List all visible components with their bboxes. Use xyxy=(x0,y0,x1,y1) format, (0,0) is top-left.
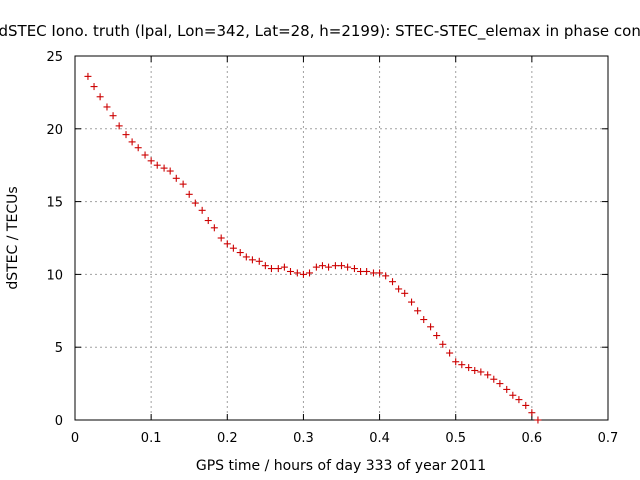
plot-area xyxy=(74,55,609,421)
data-point xyxy=(122,131,130,139)
data-point xyxy=(153,161,161,169)
data-point xyxy=(401,289,409,297)
data-point xyxy=(369,269,377,277)
data-point xyxy=(389,278,397,286)
y-tick-label: 0 xyxy=(55,414,63,429)
x-tick-label: 0.7 xyxy=(598,431,619,446)
data-point xyxy=(306,269,314,277)
data-point xyxy=(84,72,92,80)
data-point xyxy=(286,267,294,275)
data-point xyxy=(204,217,212,225)
data-point xyxy=(236,249,244,257)
data-point xyxy=(503,385,511,393)
data-point xyxy=(376,269,384,277)
data-point xyxy=(185,190,193,198)
data-point xyxy=(198,206,206,214)
x-axis-label: GPS time / hours of day 333 of year 2011 xyxy=(196,458,486,474)
data-point xyxy=(408,298,416,306)
data-point xyxy=(191,199,199,207)
y-tick-label: 5 xyxy=(55,341,63,356)
data-point xyxy=(109,112,117,120)
data-point xyxy=(344,263,352,271)
x-tick-label: 0.5 xyxy=(445,431,466,446)
data-point xyxy=(90,83,98,91)
data-point xyxy=(103,103,111,111)
data-point xyxy=(350,265,358,273)
x-tick-label: 0.6 xyxy=(522,431,543,446)
data-point xyxy=(160,164,168,172)
data-point xyxy=(96,93,104,101)
data-point xyxy=(312,263,320,271)
data-point xyxy=(458,361,466,369)
data-point xyxy=(280,263,288,271)
data-point xyxy=(229,244,237,252)
data-point xyxy=(172,174,180,182)
data-point xyxy=(128,138,136,146)
data-point xyxy=(217,234,225,242)
y-tick-label: 20 xyxy=(46,123,63,138)
data-point xyxy=(465,364,473,372)
data-point xyxy=(325,263,333,271)
y-tick-label: 25 xyxy=(46,50,63,65)
data-point xyxy=(261,262,269,270)
data-point xyxy=(471,366,479,374)
data-point xyxy=(255,257,263,265)
data-point xyxy=(382,272,390,280)
data-point xyxy=(477,368,485,376)
x-tick-label: 0 xyxy=(71,431,79,446)
data-point xyxy=(363,267,371,275)
y-tick-label: 15 xyxy=(46,196,63,211)
data-series xyxy=(84,72,542,424)
data-point xyxy=(420,316,428,324)
data-point xyxy=(446,349,454,357)
x-tick-label: 0.2 xyxy=(217,431,238,446)
data-point xyxy=(274,265,282,273)
data-point xyxy=(293,269,301,277)
chart-title: dSTEC Iono. truth (lpal, Lon=342, Lat=28… xyxy=(0,22,640,41)
data-point xyxy=(515,396,523,404)
data-point xyxy=(433,332,441,340)
data-point xyxy=(522,401,530,409)
data-point xyxy=(141,151,149,159)
y-tick-label: 10 xyxy=(46,268,63,283)
x-tick-label: 0.1 xyxy=(141,431,162,446)
data-point xyxy=(338,262,345,270)
y-axis-label: dSTEC / TECUs xyxy=(5,186,21,289)
data-point xyxy=(484,371,492,379)
x-tick-label: 0.3 xyxy=(293,431,314,446)
data-point xyxy=(248,256,256,264)
data-point xyxy=(299,270,307,278)
data-point xyxy=(534,416,542,424)
data-point xyxy=(439,340,447,348)
data-point xyxy=(414,307,422,315)
data-point xyxy=(395,285,403,293)
data-point xyxy=(179,180,187,188)
data-point xyxy=(223,240,231,248)
data-point xyxy=(452,358,460,366)
data-point xyxy=(115,122,123,130)
grid xyxy=(75,56,608,420)
data-point xyxy=(427,323,435,331)
data-point xyxy=(509,391,517,399)
data-point xyxy=(528,409,536,417)
data-point xyxy=(267,265,275,273)
data-point xyxy=(490,375,498,383)
data-point xyxy=(331,262,339,270)
axis-ticks: 0 0.1 0.2 0.3 0.4 0.5 0.6 0.7 0 5 10 15 20 25 xyxy=(46,50,618,446)
data-point xyxy=(496,380,504,388)
data-point xyxy=(210,224,218,232)
data-point xyxy=(242,253,250,261)
x-tick-label: 0.4 xyxy=(369,431,390,446)
data-point xyxy=(318,262,326,270)
data-point xyxy=(147,157,155,165)
data-point xyxy=(357,267,365,275)
data-point xyxy=(134,144,142,152)
data-point xyxy=(166,167,174,175)
